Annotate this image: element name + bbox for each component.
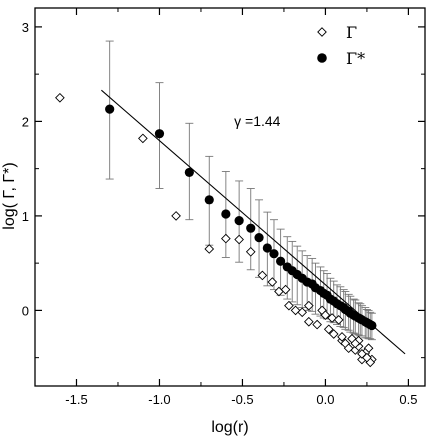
- gamma-point: [55, 92, 65, 103]
- gamma-star-point: [276, 256, 286, 266]
- x-tick-label: -0.5: [231, 392, 253, 407]
- y-tick-label: 2: [22, 114, 29, 129]
- gamma-point: [333, 315, 344, 325]
- fit-line-layer: [101, 89, 406, 355]
- gamma-point: [323, 324, 334, 335]
- gamma-point: [312, 319, 322, 330]
- legend-gamma-marker: [317, 27, 327, 37]
- gamma-point: [303, 316, 314, 327]
- y-tick-label: 1: [22, 209, 29, 224]
- legend-gamma-star-marker: [317, 53, 327, 63]
- gamma-point: [337, 332, 347, 342]
- gamma-star-point: [154, 129, 165, 139]
- gamma-star-point: [105, 104, 115, 114]
- gamma-point: [284, 300, 294, 311]
- gamma-star-point: [184, 167, 194, 178]
- gamma-point: [303, 300, 314, 311]
- gamma-point: [297, 307, 308, 318]
- gamma-point: [245, 246, 256, 257]
- gamma-star-point: [234, 216, 244, 226]
- gamma-point: [204, 244, 215, 254]
- errorbar-layer: [105, 40, 376, 341]
- gamma-star-point: [204, 195, 214, 205]
- gamma-series-layer: [55, 92, 377, 368]
- tick-layer: -1.5 -1.0 -0.5 0.0 0.5 0 1 2 3: [22, 8, 425, 407]
- legend: Γ Γ*: [317, 23, 365, 68]
- gamma-point: [350, 338, 361, 349]
- gamma-star-point: [262, 243, 272, 253]
- x-tick-label: -1.5: [65, 392, 87, 407]
- plot-frame: [34, 7, 426, 387]
- y-axis-label: log( Γ, Γ*): [1, 162, 18, 229]
- gamma-star-point: [367, 320, 377, 331]
- x-axis-label: log(r): [211, 419, 248, 436]
- gamma-point: [280, 284, 291, 295]
- gamma-star-series-layer: [105, 104, 377, 331]
- slope-annotation: γ =1.44: [234, 113, 281, 129]
- gamma-point: [343, 343, 354, 354]
- gamma-star-point: [269, 249, 279, 259]
- gamma-point: [221, 233, 231, 244]
- x-tick-label: -1.0: [148, 392, 170, 407]
- gamma-point: [234, 234, 244, 245]
- gamma-point: [171, 211, 181, 221]
- gamma-point: [257, 270, 268, 281]
- legend-label: Γ*: [346, 49, 365, 68]
- gamma-point: [328, 329, 339, 339]
- power-law-fit-line: [101, 89, 406, 355]
- legend-label: Γ: [346, 23, 357, 42]
- gamma-star-point: [246, 223, 256, 233]
- gamma-point: [327, 313, 337, 323]
- x-tick-label: 0.0: [316, 392, 334, 407]
- gamma-point: [138, 133, 148, 144]
- gamma-star-point: [254, 233, 264, 243]
- gamma-star-point: [221, 209, 231, 219]
- y-tick-label: 3: [22, 20, 29, 35]
- gamma-point: [362, 352, 372, 363]
- x-tick-label: 0.5: [399, 392, 417, 407]
- gamma-point: [267, 277, 278, 287]
- gamma-point: [320, 310, 331, 320]
- y-tick-label: 0: [22, 303, 29, 318]
